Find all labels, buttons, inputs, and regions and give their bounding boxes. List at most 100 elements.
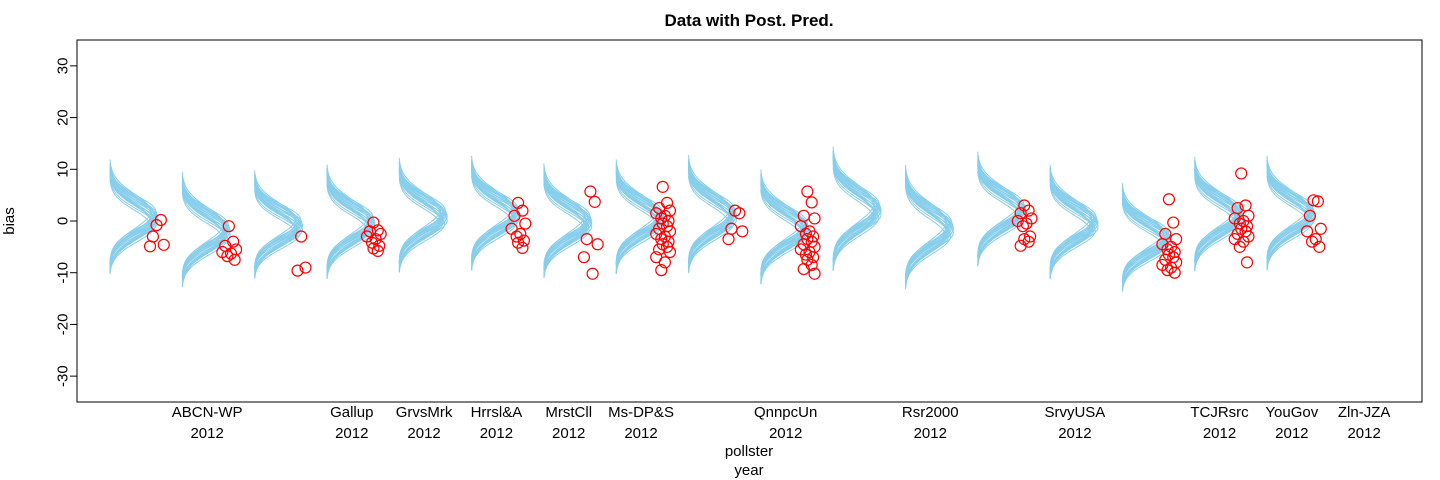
x-tick-label-year: 2012: [1275, 425, 1308, 442]
x-tick-label-year: 2012: [480, 425, 513, 442]
data-point: [1303, 209, 1317, 222]
x-tick-label-pollster: MrstCll: [545, 404, 592, 421]
posterior-curve: [181, 177, 230, 273]
posterior-curve: [832, 146, 875, 261]
x-tick-label-pollster: QnnpcUn: [754, 404, 817, 421]
x-axis: ABCN-WP 2012 Gallup 2012 GrvsMrk 2012 Hrrsl&A 2…: [172, 404, 1391, 442]
posterior-curve: [905, 170, 953, 275]
data-point: [295, 230, 308, 243]
posterior-curve: [543, 181, 590, 279]
data-point: [519, 217, 532, 230]
data-point: [1307, 194, 1320, 207]
x-tick-label-pollster: Gallup: [330, 404, 373, 421]
posterior-curve: [1121, 183, 1164, 281]
posterior-curve: [543, 175, 593, 269]
y-tick-label: -20: [55, 314, 72, 336]
posterior-curve: [1049, 182, 1096, 280]
y-axis: -30 -20 -10 0 10 20 30: [55, 58, 78, 387]
data-point: [1167, 216, 1180, 229]
posterior-curve: [760, 174, 808, 271]
posterior-curve: [543, 168, 591, 265]
x-tick-label-year: 2012: [1347, 425, 1380, 442]
posterior-curve: [181, 189, 229, 287]
x-tick-label-pollster: Zln-JZA: [1338, 404, 1391, 421]
data-point: [157, 238, 170, 251]
posterior-curve: [1049, 169, 1097, 266]
data-point: [733, 207, 746, 220]
data-point: [588, 195, 601, 208]
posterior-curve: [688, 167, 738, 264]
x-tick-label-year: 2012: [1203, 425, 1236, 442]
data-point: [222, 220, 235, 233]
posterior-curve: [254, 187, 301, 279]
posterior-curve: [1194, 156, 1237, 261]
data-point: [1023, 230, 1037, 243]
x-tick-label-year: 2012: [407, 425, 440, 442]
data-point: [512, 196, 525, 209]
data-point: [736, 225, 749, 238]
data-point: [291, 264, 304, 277]
data-point: [797, 262, 810, 276]
y-tick-label: -10: [55, 262, 72, 284]
x-tick-label-year: 2012: [624, 425, 657, 442]
x-tick-label-pollster: TCJRsrc: [1190, 404, 1249, 421]
posterior-curve: [1049, 164, 1092, 269]
data-point: [801, 185, 814, 198]
x-tick-label-pollster: Rsr2000: [902, 404, 959, 421]
x-tick-label-year: 2012: [190, 425, 223, 442]
data-point: [591, 238, 604, 251]
data-point: [1161, 264, 1174, 277]
data-point: [1305, 235, 1319, 248]
data-point: [805, 196, 818, 209]
data-point: [660, 196, 674, 209]
x-tick-label-pollster: GrvsMrk: [396, 404, 453, 421]
x-tick-label-pollster: SrvyUSA: [1044, 404, 1105, 421]
posterior-curve: [109, 171, 159, 265]
data-point: [373, 239, 386, 252]
posterior-curve: [181, 184, 231, 278]
posterior-curve: [326, 176, 376, 270]
posterior-curve: [977, 156, 1025, 253]
data-point: [508, 209, 521, 222]
data-point: [514, 227, 527, 241]
x-tick-label-year: 2012: [1058, 425, 1091, 442]
data-point: [663, 245, 677, 259]
posterior-curve: [905, 182, 952, 289]
x-axis-label-year: year: [734, 462, 763, 479]
data-point: [221, 250, 234, 263]
posterior-curve: [254, 181, 304, 270]
data-point: [584, 185, 597, 198]
y-tick-label: 0: [55, 217, 72, 225]
data-point: [154, 213, 167, 227]
data-point: [1240, 256, 1254, 269]
data-point: [228, 253, 241, 266]
chart-title: Data with Post. Pred.: [664, 11, 833, 30]
data-point: [517, 234, 530, 247]
data-point: [805, 258, 818, 272]
data-points: [143, 167, 1327, 280]
data-point: [1233, 240, 1246, 253]
data-point: [1235, 167, 1248, 180]
posterior-curve: [326, 164, 369, 269]
data-point: [577, 251, 591, 264]
posterior-curve: [832, 164, 879, 271]
data-point: [365, 236, 379, 249]
data-point: [1022, 204, 1035, 217]
posterior-curve: [904, 164, 947, 279]
data-point: [1014, 239, 1027, 252]
posterior-curve: [1266, 173, 1313, 271]
posterior-curve: [398, 157, 441, 262]
data-point: [799, 248, 813, 261]
data-point: [367, 216, 380, 229]
x-tick-label-pollster: YouGov: [1265, 404, 1318, 421]
data-point: [1162, 193, 1176, 206]
data-point: [1313, 240, 1326, 253]
data-point: [1170, 233, 1183, 246]
x-tick-label-year: 2012: [552, 425, 585, 442]
data-point: [369, 233, 382, 246]
posterior-curves: [109, 146, 1316, 292]
data-point: [299, 261, 312, 274]
data-point: [1314, 222, 1327, 235]
data-point: [807, 251, 820, 264]
